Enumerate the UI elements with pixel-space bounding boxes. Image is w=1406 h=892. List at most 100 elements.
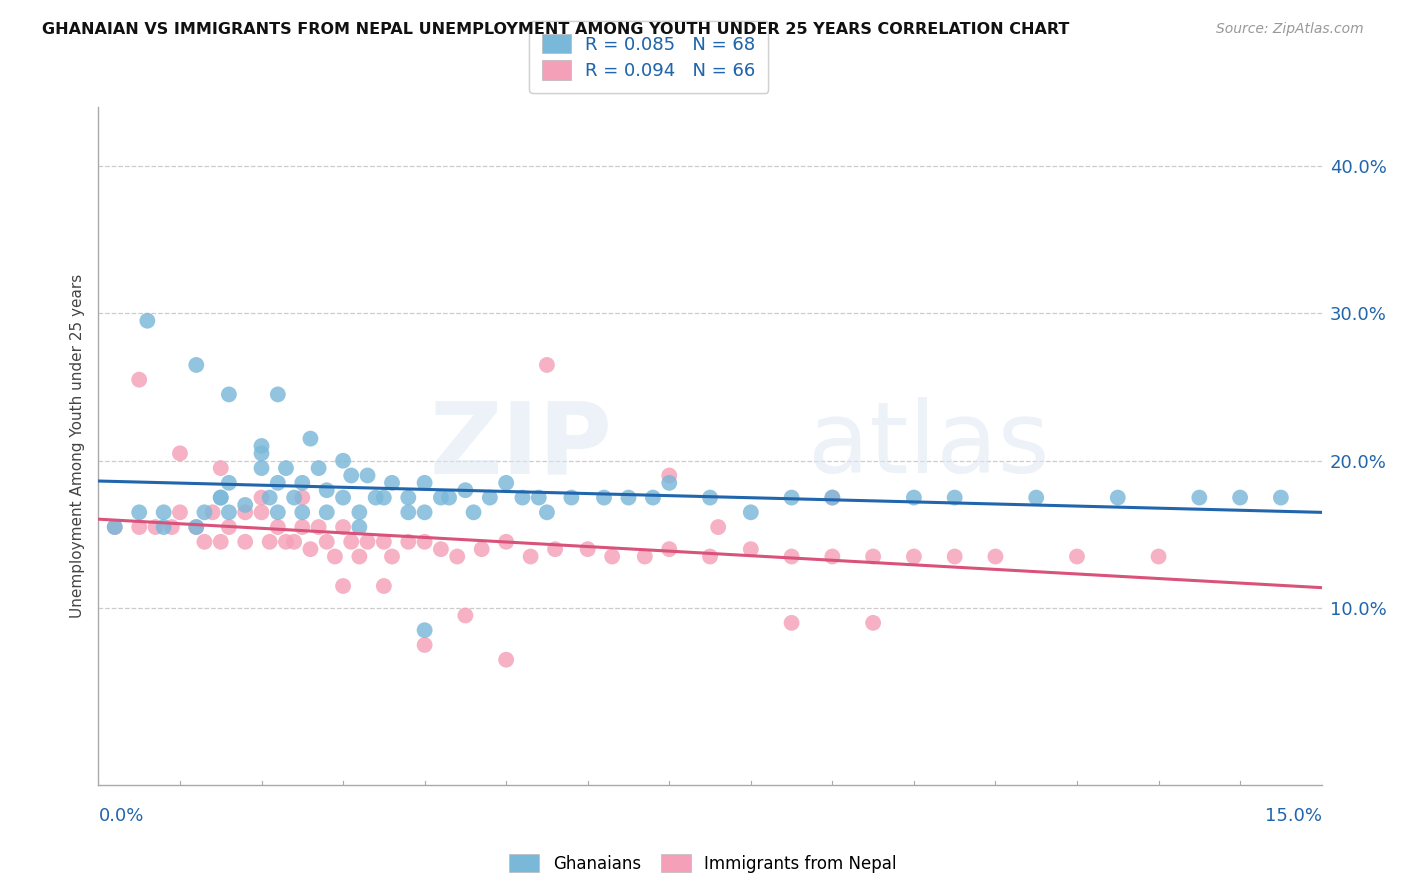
Point (209, 491, 232, 505)
Point (699, 549, 721, 564)
Point (128, 373, 150, 387)
Point (160, 520, 183, 534)
Point (250, 491, 273, 505)
Point (437, 491, 460, 505)
Point (291, 520, 314, 534)
Point (478, 491, 501, 505)
Point (593, 491, 616, 505)
Point (740, 505, 762, 519)
Text: 15.0%: 15.0% (1264, 807, 1322, 825)
Point (413, 505, 436, 519)
Point (430, 542, 453, 557)
Point (218, 387, 240, 401)
Point (209, 491, 232, 505)
Point (780, 549, 803, 564)
Point (128, 505, 150, 519)
Point (267, 387, 290, 401)
Point (544, 542, 567, 557)
Point (1147, 549, 1170, 564)
Point (283, 491, 305, 505)
Point (250, 505, 273, 519)
Point (209, 534, 232, 549)
Legend: R = 0.085   N = 68, R = 0.094   N = 66: R = 0.085 N = 68, R = 0.094 N = 66 (530, 21, 768, 93)
Point (780, 491, 803, 505)
Point (821, 549, 844, 564)
Point (495, 653, 517, 667)
Point (373, 491, 395, 505)
Point (1270, 491, 1292, 505)
Point (233, 534, 256, 549)
Point (862, 549, 884, 564)
Point (454, 483, 477, 498)
Point (332, 579, 354, 593)
Point (471, 542, 494, 557)
Point (193, 505, 215, 519)
Point (332, 491, 354, 505)
Y-axis label: Unemployment Among Youth under 25 years: Unemployment Among Youth under 25 years (69, 274, 84, 618)
Point (984, 549, 1007, 564)
Point (218, 475, 240, 490)
Text: GHANAIAN VS IMMIGRANTS FROM NEPAL UNEMPLOYMENT AMONG YOUTH UNDER 25 YEARS CORREL: GHANAIAN VS IMMIGRANTS FROM NEPAL UNEMPL… (42, 22, 1070, 37)
Point (658, 542, 681, 557)
Point (373, 534, 395, 549)
Point (152, 505, 174, 519)
Point (308, 461, 330, 475)
Point (413, 638, 436, 652)
Point (186, 358, 208, 372)
Point (267, 475, 290, 490)
Point (349, 505, 371, 519)
Point (821, 491, 844, 505)
Point (315, 483, 337, 498)
Point (463, 505, 485, 519)
Point (373, 579, 395, 593)
Point (128, 520, 150, 534)
Point (1229, 491, 1251, 505)
Point (413, 534, 436, 549)
Point (381, 549, 404, 564)
Point (315, 534, 337, 549)
Legend: Ghanaians, Immigrants from Nepal: Ghanaians, Immigrants from Nepal (503, 847, 903, 880)
Point (1188, 491, 1211, 505)
Point (576, 542, 599, 557)
Point (519, 549, 541, 564)
Point (943, 491, 966, 505)
Point (413, 475, 436, 490)
Point (209, 461, 232, 475)
Point (218, 520, 240, 534)
Point (527, 491, 550, 505)
Point (780, 615, 803, 630)
Point (274, 461, 297, 475)
Point (193, 534, 215, 549)
Point (430, 491, 453, 505)
Point (104, 520, 127, 534)
Text: atlas: atlas (808, 398, 1049, 494)
Point (707, 520, 730, 534)
Text: ZIP: ZIP (429, 398, 612, 494)
Point (821, 491, 844, 505)
Point (617, 491, 640, 505)
Point (332, 454, 354, 468)
Point (1107, 491, 1129, 505)
Point (740, 542, 762, 557)
Point (332, 520, 354, 534)
Point (356, 534, 378, 549)
Point (340, 468, 363, 483)
Point (323, 549, 346, 564)
Point (186, 520, 208, 534)
Point (233, 505, 256, 519)
Point (1066, 549, 1088, 564)
Point (274, 534, 297, 549)
Point (267, 505, 290, 519)
Point (658, 468, 681, 483)
Point (315, 505, 337, 519)
Point (536, 505, 558, 519)
Point (495, 475, 517, 490)
Point (233, 498, 256, 512)
Point (308, 520, 330, 534)
Point (250, 446, 273, 460)
Point (218, 505, 240, 519)
Point (381, 475, 404, 490)
Point (152, 520, 174, 534)
Point (560, 491, 582, 505)
Point (291, 491, 314, 505)
